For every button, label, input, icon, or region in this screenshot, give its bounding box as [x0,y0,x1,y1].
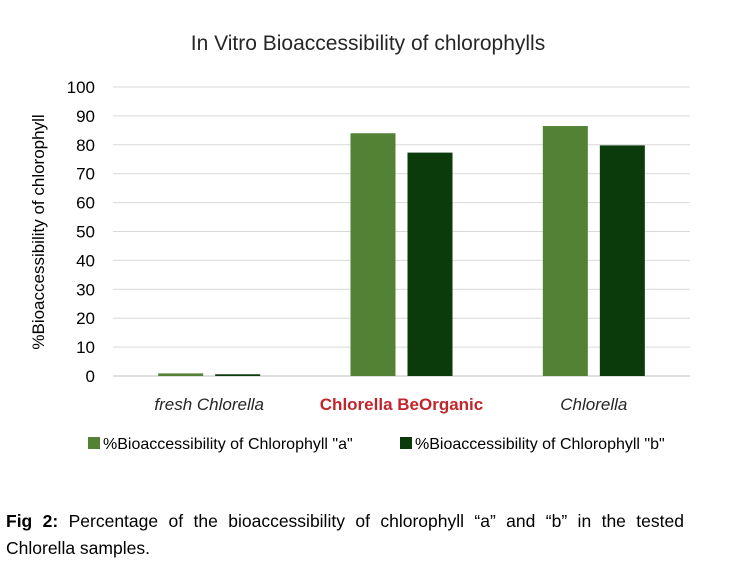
gridlines [113,86,690,377]
bars [158,126,645,376]
legend: %Bioaccessibility of Chlorophyll "a" %Bio… [88,436,665,453]
x-tick-label: fresh Chlorella [154,395,264,414]
figure-caption-text: Percentage of the bioaccessibility of ch… [6,511,684,558]
y-axis-label: %Bioaccessibility of chlorophyll [29,114,48,349]
legend-label: %Bioaccessibility of Chlorophyll "b" [415,436,665,453]
y-tick-labels: 0 10 20 30 40 50 60 70 80 90 100 [67,78,95,386]
y-tick-label: 70 [76,165,95,184]
x-tick-label: Chlorella BeOrganic [320,395,483,414]
bar-chart: In Vitro Bioaccessibility of chlorophyll… [29,32,690,453]
y-tick-label: 10 [76,338,95,357]
y-tick-label: 80 [76,136,95,155]
y-tick-label: 0 [86,367,95,386]
bar-series-1-chlorella-beorganic [350,133,396,376]
bar-series-2-fresh-chlorella [215,374,261,376]
y-tick-label: 90 [76,107,95,126]
figure-caption-label: Fig 2: [6,511,59,531]
figure-caption: Fig 2: Percentage of the bioaccessibilit… [6,508,684,562]
legend-swatch [88,437,100,449]
y-tick-label: 20 [76,309,95,328]
bar-series-1-chlorella [542,126,588,376]
bar-series-1-fresh-chlorella [158,373,204,376]
bar-series-2-chlorella [599,145,645,376]
bar-series-2-chlorella-beorganic [407,152,453,376]
y-tick-label: 60 [76,194,95,213]
legend-label: %Bioaccessibility of Chlorophyll "a" [103,436,353,453]
x-tick-labels: fresh Chlorella Chlorella BeOrganic Chlore… [154,395,627,414]
legend-swatch [400,437,412,449]
x-tick-label: Chlorella [560,395,627,414]
y-tick-label: 50 [76,223,95,242]
y-tick-label: 30 [76,280,95,299]
y-tick-label: 100 [67,78,95,97]
y-tick-label: 40 [76,251,95,270]
chart-title: In Vitro Bioaccessibility of chlorophyll… [191,32,545,55]
